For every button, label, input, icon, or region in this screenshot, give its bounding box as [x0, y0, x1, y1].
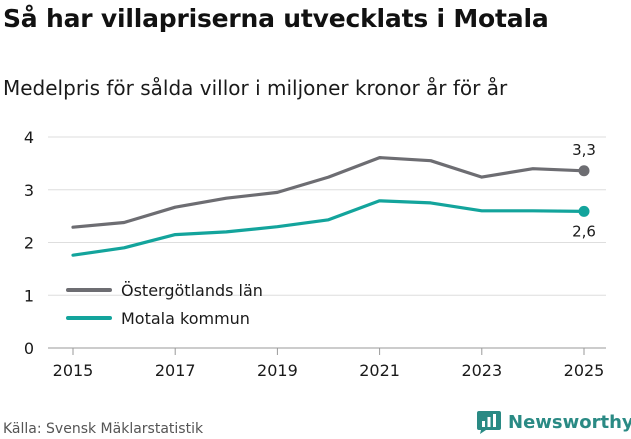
- x-tick-label: 2017: [155, 361, 196, 380]
- chart-subtitle: Medelpris för sålda villor i miljoner kr…: [3, 76, 508, 100]
- series-end-label-0: 3,3: [572, 141, 596, 159]
- x-tick-label: 2025: [564, 361, 605, 380]
- brand-logo[interactable]: Newsworthy: [476, 406, 631, 438]
- y-tick-label: 4: [24, 128, 34, 147]
- y-tick-label: 1: [24, 286, 34, 305]
- series-line-0: [71, 156, 586, 229]
- y-tick-label: 2: [24, 234, 34, 253]
- x-tick-label: 2015: [53, 361, 94, 380]
- source-note: Källa: Svensk Mäklarstatistik: [3, 421, 204, 437]
- series-line-1: [71, 199, 586, 257]
- y-tick-label: 0: [24, 339, 34, 358]
- line-chart: 0 1 2 3 4 2015 2017 2019 2021 2023 2025 3,3 2,6 Öst…: [24, 128, 606, 380]
- x-tick-label: 2021: [359, 361, 400, 380]
- newsworthy-logo-icon: [477, 411, 501, 434]
- series-end-marker-1: [578, 205, 590, 217]
- series-end-label-1: 2,6: [572, 222, 596, 240]
- y-tick-label: 3: [24, 181, 34, 200]
- brand-name: Newsworthy: [508, 411, 631, 433]
- series-end-marker-0: [578, 165, 590, 177]
- legend-label-0: Östergötlands län: [121, 281, 263, 300]
- legend-label-1: Motala kommun: [121, 309, 250, 328]
- chart-title: Så har villapriserna utvecklats i Motala: [3, 4, 549, 33]
- x-tick-label: 2019: [257, 361, 298, 380]
- x-tick-label: 2023: [461, 361, 502, 380]
